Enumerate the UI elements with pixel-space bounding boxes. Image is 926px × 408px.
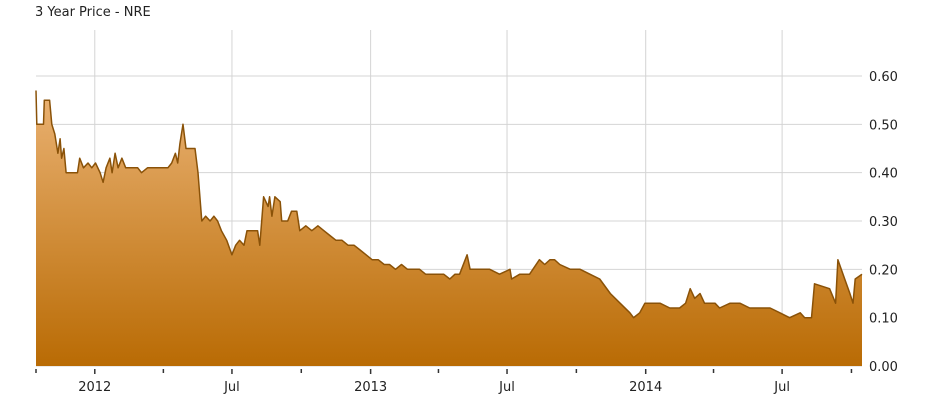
x-tick-label: Jul (498, 380, 515, 395)
x-tick-label: Jul (223, 380, 240, 395)
price-line (35, 90, 863, 319)
y-tick-label: 0.20 (869, 263, 898, 278)
plot-area (35, 90, 863, 366)
x-tick-label: 2012 (78, 380, 111, 395)
x-tick-label: Jul (773, 380, 790, 395)
x-tick-label: 2013 (354, 380, 387, 395)
x-tick-label: 2014 (629, 380, 662, 395)
axes: 0.00 0.10 0.20 0.30 0.40 0.50 0.60 2012 Jul 2013 J… (35, 70, 898, 395)
y-tick-label: 0.30 (869, 215, 898, 230)
price-area (36, 90, 862, 366)
chart-title: 3 Year Price - NRE (35, 5, 151, 20)
y-tick-label: 0.00 (869, 360, 898, 375)
y-tick-label: 0.10 (869, 312, 898, 327)
y-tick-label: 0.60 (869, 70, 898, 85)
y-tick-label: 0.40 (869, 167, 898, 182)
y-tick-label: 0.50 (869, 118, 898, 133)
